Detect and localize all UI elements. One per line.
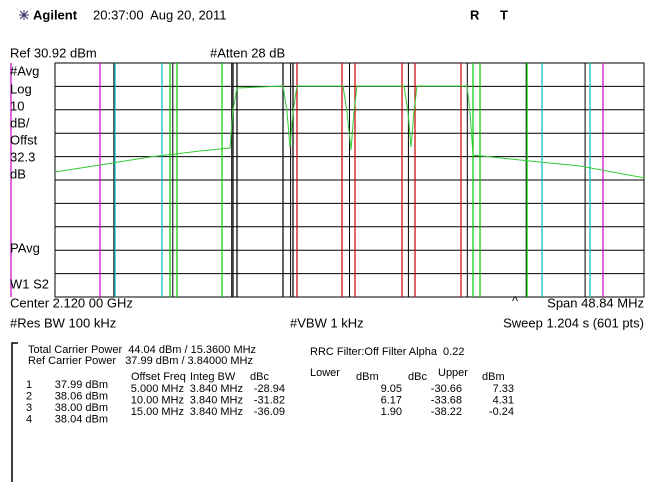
column-header: dBm (482, 371, 505, 383)
ref-level: Ref 30.92 dBm (10, 45, 97, 60)
brand: Agilent (33, 7, 78, 22)
column-header: Lower (310, 367, 340, 379)
scale-label: dB (10, 166, 26, 181)
column-header: Integ BW (190, 371, 236, 383)
table-cell: -31.82 (254, 394, 285, 406)
table-cell: 7.33 (493, 383, 514, 395)
table-cell: 3.840 MHz (190, 383, 243, 395)
carrier-index: 3 (26, 402, 32, 414)
table-cell: 3.840 MHz (190, 394, 243, 406)
carrier-power: 38.06 dBm (55, 390, 108, 402)
carrier-index: 1 (26, 379, 32, 391)
scale-label: W1 S2 (10, 276, 49, 291)
table-cell: 4.31 (493, 394, 514, 406)
table-cell: -36.09 (254, 406, 285, 418)
carrier-index: 4 (26, 413, 32, 425)
column-header: Offset Freq (131, 371, 186, 383)
datetime: 20:37:00 Aug 20, 2011 (93, 7, 227, 22)
table-cell: 5.000 MHz (131, 383, 184, 395)
table-cell: 10.00 MHz (131, 394, 184, 406)
total-power: Total Carrier Power 44.04 dBm / 15.3600 … (28, 344, 256, 356)
carrier-index: 2 (26, 390, 32, 402)
vbw: #VBW 1 kHz (290, 315, 364, 330)
logo (19, 10, 29, 20)
panel-bracket (11, 342, 18, 482)
table-cell: 3.840 MHz (190, 406, 243, 418)
table-cell: -38.22 (431, 406, 462, 418)
scale-label: 32.3 (10, 149, 35, 164)
column-header: dBc (408, 371, 427, 383)
carrier-power: 38.04 dBm (55, 413, 108, 425)
table-cell: -33.68 (431, 394, 462, 406)
integration-lines (10, 63, 604, 297)
table-cell: 15.00 MHz (131, 406, 184, 418)
flag: R (470, 7, 480, 22)
trace (54, 85, 645, 179)
attenuation: #Atten 28 dB (210, 45, 285, 60)
carrier-power: 37.99 dBm (55, 379, 108, 391)
carrier-power: 38.00 dBm (55, 402, 108, 414)
center-freq: Center 2.120 00 GHz (10, 295, 133, 310)
scale-label: PAvg (10, 240, 40, 255)
scale-label: #Avg (10, 63, 39, 78)
table-cell: 9.05 (381, 383, 402, 395)
table-cell: 6.17 (381, 394, 402, 406)
scale-label: Offst (10, 132, 38, 147)
ref-power: Ref Carrier Power 37.99 dBm / 3.84000 MH… (28, 355, 253, 367)
scale-label: Log (10, 81, 32, 96)
rrc-filter: RRC Filter:Off Filter Alpha 0.22 (310, 346, 464, 358)
scale-label: dB/ (10, 115, 30, 130)
column-header: dBc (250, 371, 269, 383)
column-header: dBm (356, 371, 379, 383)
table-cell: 1.90 (381, 406, 402, 418)
sweep: Sweep 1.204 s (601 pts) (503, 315, 644, 330)
column-header: Upper (438, 367, 468, 379)
flag: T (500, 7, 508, 22)
table-cell: -28.94 (254, 383, 285, 395)
marker-indicator: ^ (512, 293, 519, 308)
scale-label: 10 (10, 98, 24, 113)
res-bw: #Res BW 100 kHz (10, 315, 116, 330)
graticule (54, 62, 645, 298)
table-cell: -30.66 (431, 383, 462, 395)
span: Span 48.84 MHz (547, 295, 644, 310)
table-cell: -0.24 (489, 406, 514, 418)
